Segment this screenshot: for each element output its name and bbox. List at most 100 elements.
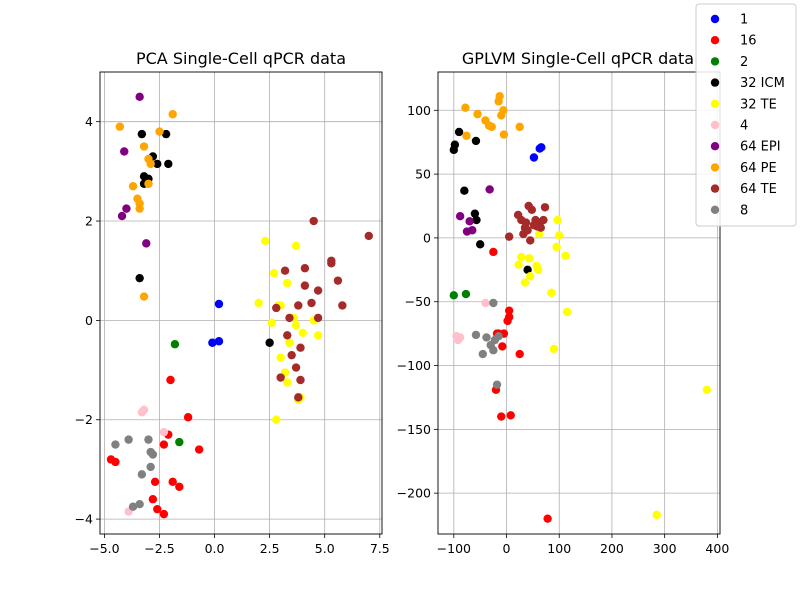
pca-point xyxy=(168,477,177,487)
gplvm-axes-frame xyxy=(437,71,721,535)
gplvm-point xyxy=(472,215,481,225)
pca-point xyxy=(333,276,343,285)
pca-point xyxy=(327,259,336,268)
legend-label: 64 TE xyxy=(740,182,777,197)
pca-point xyxy=(175,482,184,492)
gplvm-point xyxy=(468,226,477,235)
gplvm-points xyxy=(449,92,712,523)
gplvm-point xyxy=(499,130,509,139)
pca-y-tick-label: 2 xyxy=(85,214,93,229)
pca-point xyxy=(272,415,281,424)
pca-series-2 xyxy=(170,340,184,447)
gplvm-y-tick-label: 0 xyxy=(423,230,431,245)
pca-x-tick-label: 2.5 xyxy=(260,541,280,556)
gplvm-y-tick-label: −200 xyxy=(397,486,431,501)
legend-entry: 32 TE xyxy=(710,97,777,112)
pca-series-64-te xyxy=(272,216,373,402)
pca-point xyxy=(267,318,277,328)
gplvm-point xyxy=(455,333,465,342)
pca-point xyxy=(135,199,144,208)
pca-point xyxy=(128,182,138,191)
gplvm-point xyxy=(553,215,562,225)
gplvm-x-tick-label: 300 xyxy=(653,541,677,556)
gplvm-point xyxy=(533,265,543,275)
gplvm-point xyxy=(526,271,535,281)
legend-entry: 64 TE xyxy=(710,182,777,197)
gplvm-point xyxy=(552,242,561,252)
pca-y-tick-label: 4 xyxy=(85,114,93,129)
pca-point xyxy=(168,110,177,119)
gplvm-point xyxy=(478,349,488,359)
pca-point xyxy=(144,179,153,188)
pca-point xyxy=(170,340,180,349)
pca-series-16 xyxy=(106,375,204,519)
pca-point xyxy=(194,445,204,454)
gplvm-series-4 xyxy=(452,298,490,345)
gplvm-point xyxy=(450,140,460,149)
pca-point xyxy=(128,502,138,511)
gplvm-point xyxy=(535,229,544,239)
pca-point xyxy=(291,363,301,372)
pca-point xyxy=(283,331,292,340)
gplvm-point xyxy=(540,203,550,212)
pca-series-1 xyxy=(208,299,224,347)
pca-point xyxy=(150,477,160,487)
pca-point xyxy=(269,268,279,278)
pca-point xyxy=(364,231,373,241)
pca-point xyxy=(155,127,164,136)
gplvm-point xyxy=(529,153,539,162)
gplvm-point xyxy=(514,260,523,269)
legend-entry: 64 PE xyxy=(710,161,777,176)
pca-x-tick-label: 7.5 xyxy=(370,541,390,556)
pca-series-64-epi xyxy=(117,92,151,248)
pca-point xyxy=(300,281,310,290)
legend-marker xyxy=(710,57,720,66)
pca-point xyxy=(146,462,155,472)
pca-point xyxy=(214,299,224,309)
pca-point xyxy=(142,239,151,248)
pca-point xyxy=(285,338,294,347)
pca-point xyxy=(265,338,274,347)
legend-marker xyxy=(710,205,720,214)
pca-point xyxy=(135,92,144,102)
gplvm-point xyxy=(471,136,481,146)
gplvm-point xyxy=(460,186,469,195)
pca-point xyxy=(124,435,133,444)
pca-point xyxy=(111,440,120,449)
gplvm-x-tick-label: 100 xyxy=(547,541,571,556)
gplvm-ticks: −100 0 100 200 300 400 −200 −150 −100 −50 0 50 100 xyxy=(397,103,730,556)
pca-point xyxy=(161,129,171,139)
gplvm-series-64-te xyxy=(504,201,550,245)
pca-point xyxy=(135,499,144,509)
pca-point xyxy=(183,413,193,422)
gplvm-point xyxy=(526,236,535,245)
gplvm-point xyxy=(523,265,532,275)
gplvm-point xyxy=(562,307,572,317)
pca-point xyxy=(307,298,316,308)
gplvm-point xyxy=(517,252,526,262)
gplvm-point xyxy=(520,278,530,287)
pca-point xyxy=(117,211,127,221)
pca-point xyxy=(137,470,147,479)
gplvm-point xyxy=(465,217,474,226)
gplvm-point xyxy=(461,289,471,299)
pca-points xyxy=(106,92,373,519)
pca-point xyxy=(175,437,184,447)
gplvm-point xyxy=(504,312,514,322)
pca-point xyxy=(276,373,285,382)
gplvm-point xyxy=(470,209,480,218)
gplvm-point xyxy=(489,247,498,257)
gplvm-point xyxy=(515,122,524,132)
gplvm-y-tick-label: 100 xyxy=(407,103,431,118)
gplvm-y-tick-label: 50 xyxy=(415,167,431,182)
pca-x-tick-label: 0.0 xyxy=(205,541,225,556)
gplvm-point xyxy=(523,226,532,235)
pca-point xyxy=(296,343,305,352)
pca-point xyxy=(166,375,175,385)
pca-point xyxy=(159,440,169,449)
gplvm-series-32-icm xyxy=(449,127,532,275)
gplvm-point xyxy=(473,109,482,119)
gplvm-series-64-epi xyxy=(455,185,494,236)
pca-point xyxy=(153,504,162,514)
gplvm-point xyxy=(521,218,531,227)
